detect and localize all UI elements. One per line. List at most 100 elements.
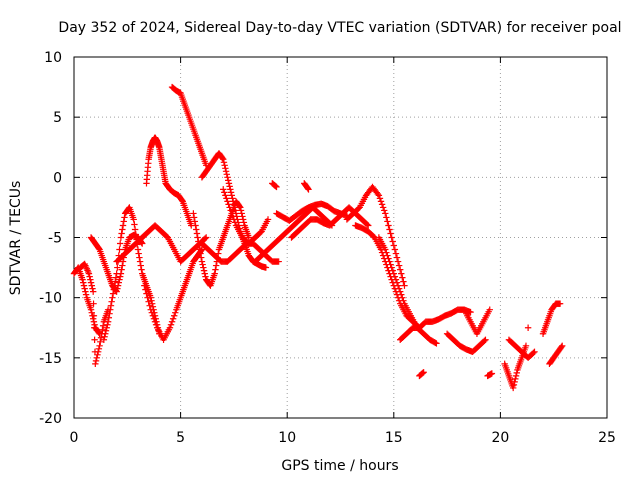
data-point	[379, 204, 387, 211]
data-point	[114, 285, 121, 292]
data-point	[387, 261, 394, 268]
data-point	[394, 258, 402, 265]
data-point	[238, 210, 245, 217]
data-point	[559, 342, 566, 349]
data-point	[108, 298, 115, 305]
data-point	[172, 309, 179, 316]
data-point	[401, 282, 408, 289]
data-point	[198, 258, 206, 265]
data-point	[226, 183, 233, 190]
data-point	[138, 266, 145, 273]
data-point	[222, 168, 230, 175]
x-tick-label: 0	[70, 430, 79, 446]
data-point	[432, 339, 439, 346]
data-point	[419, 369, 427, 377]
plot-frame	[73, 56, 608, 419]
data-point	[386, 258, 393, 265]
data-point	[212, 262, 220, 269]
series-sat-n	[269, 180, 280, 191]
data-point	[198, 254, 205, 261]
series-sat-l	[220, 186, 272, 247]
data-point	[212, 266, 219, 273]
data-point	[99, 326, 106, 333]
data-point	[90, 312, 98, 319]
data-point	[376, 195, 384, 202]
data-point	[392, 276, 400, 283]
series-sat-a	[70, 264, 103, 337]
data-point	[221, 162, 228, 169]
data-point	[262, 264, 270, 271]
series-sat-x	[460, 306, 493, 337]
y-tick-label: 10	[44, 50, 62, 66]
data-point	[102, 330, 109, 337]
data-point	[385, 222, 392, 229]
data-point	[228, 210, 235, 217]
data-point	[531, 348, 538, 356]
data-point	[148, 309, 156, 316]
data-point	[522, 342, 530, 349]
data-point	[150, 315, 158, 322]
data-point	[222, 165, 229, 172]
data-point	[137, 262, 145, 269]
data-point	[135, 250, 142, 257]
data-point	[121, 214, 128, 221]
data-point	[104, 321, 111, 328]
data-point	[383, 214, 390, 221]
data-point	[119, 222, 127, 229]
data-point	[220, 156, 227, 163]
data-point	[512, 372, 520, 380]
data-point	[103, 324, 110, 331]
data-point	[387, 230, 394, 237]
data-point	[400, 278, 407, 285]
data-point	[400, 297, 407, 304]
data-point	[391, 273, 399, 280]
data-point	[119, 262, 126, 269]
data-point	[222, 192, 229, 199]
data-point	[171, 312, 178, 319]
data-point	[229, 213, 237, 220]
data-point	[95, 245, 103, 252]
data-point	[152, 321, 160, 328]
data-point	[99, 322, 107, 329]
series-sat-j	[198, 150, 270, 271]
data-point	[141, 282, 148, 289]
data-point	[195, 238, 202, 245]
data-point	[113, 270, 120, 277]
data-point	[197, 250, 204, 257]
data-point	[245, 234, 253, 241]
data-point	[226, 204, 233, 211]
data-point	[513, 369, 520, 377]
x-tick-label: 20	[491, 430, 509, 446]
data-point	[227, 189, 235, 196]
series-sat-q	[301, 180, 312, 193]
data-point	[109, 294, 116, 301]
data-point	[94, 348, 102, 356]
data-point	[81, 285, 88, 292]
data-point	[105, 314, 113, 321]
data-point	[237, 207, 245, 214]
data-point	[130, 216, 137, 223]
data-point	[193, 226, 200, 233]
data-point	[273, 183, 280, 191]
data-point	[237, 204, 244, 211]
data-point	[110, 286, 117, 293]
data-point	[82, 288, 89, 295]
data-point	[143, 290, 150, 297]
data-point	[80, 279, 87, 286]
series-sat-z	[501, 342, 530, 392]
data-point	[88, 282, 95, 289]
data-point	[221, 189, 228, 196]
data-point	[134, 246, 142, 253]
data-point	[381, 207, 388, 214]
data-point	[190, 210, 197, 217]
data-point	[558, 343, 565, 351]
data-point	[94, 351, 101, 359]
series-sat-w	[443, 330, 489, 356]
data-point	[382, 246, 389, 253]
data-point	[229, 198, 237, 205]
series-sat-e	[143, 134, 195, 229]
data-point	[272, 183, 280, 190]
data-point	[509, 384, 517, 392]
data-point	[112, 278, 119, 285]
data-point	[395, 262, 403, 269]
